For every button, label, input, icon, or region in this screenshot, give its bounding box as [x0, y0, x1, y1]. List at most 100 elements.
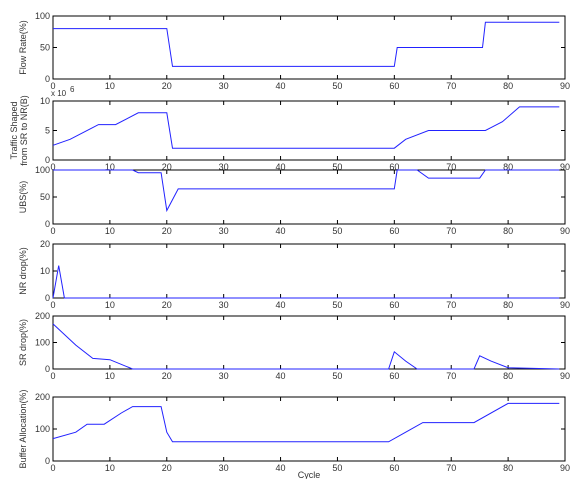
- y-tick-label: 200: [35, 311, 50, 321]
- x-tick-label: 30: [219, 226, 229, 236]
- y-tick-label: 0: [45, 155, 50, 165]
- x-tick-label: 60: [389, 300, 399, 310]
- x-axis-label: Cycle: [298, 470, 321, 479]
- x-tick-label: 60: [389, 226, 399, 236]
- y-axis-label: SR drop(%): [18, 319, 28, 366]
- series-line: [52, 402, 560, 443]
- x-tick-label: 90: [560, 371, 570, 381]
- x-tick-label: 50: [332, 371, 342, 381]
- y-tick-label: 100: [35, 338, 50, 348]
- x-tick-label: 80: [503, 463, 513, 473]
- x-tick-label: 30: [219, 371, 229, 381]
- x-tick-label: 20: [162, 300, 172, 310]
- x-tick-label: 70: [446, 226, 456, 236]
- y-axis-label: UBS(%): [18, 181, 28, 214]
- y-axis-label: Traffic Shaped: [9, 101, 19, 159]
- y-tick-label: 10: [40, 266, 50, 276]
- x-tick-label: 30: [219, 463, 229, 473]
- x-tick-label: 0: [50, 300, 55, 310]
- x-tick-label: 20: [162, 81, 172, 91]
- y-tick-label: 100: [35, 165, 50, 175]
- x-tick-label: 10: [105, 226, 115, 236]
- y-tick-label: 0: [45, 219, 50, 229]
- x-tick-label: 0: [50, 371, 55, 381]
- x-tick-label: 70: [446, 300, 456, 310]
- y-tick-label: 0: [45, 364, 50, 374]
- plot-frame: [52, 243, 566, 299]
- series-line: [52, 265, 560, 299]
- subplot-1: 0 10 20 30 40 50 60 70 80 90 0 50 100 Flow Rate(%): [18, 11, 570, 91]
- x-tick-label: 60: [389, 162, 399, 172]
- y-axis-label: Flow Rate(%): [18, 20, 28, 75]
- x-tick-label: 90: [560, 300, 570, 310]
- x-tick-label: 50: [332, 81, 342, 91]
- series-line: [52, 323, 560, 370]
- x-tick-label: 30: [219, 162, 229, 172]
- y-axis-label: NR drop(%): [18, 247, 28, 295]
- x-tick-label: 10: [105, 371, 115, 381]
- x-tick-label: 80: [503, 371, 513, 381]
- x-tick-label: 70: [446, 81, 456, 91]
- subplot-4: 0 10 20 30 40 50 60 70 80 90 0 10 20 NR drop(%): [18, 239, 570, 310]
- y-tick-label: 20: [40, 239, 50, 249]
- x-tick-label: 90: [560, 463, 570, 473]
- y-exponent-power: 6: [70, 85, 75, 94]
- y-tick-label: 5: [45, 126, 50, 136]
- x-tick-label: 70: [446, 371, 456, 381]
- y-tick-label: 100: [35, 424, 50, 434]
- x-tick-label: 80: [503, 81, 513, 91]
- x-tick-label: 60: [389, 81, 399, 91]
- y-axis-label: Buffer Allocation(%): [18, 390, 28, 469]
- x-tick-label: 40: [276, 463, 286, 473]
- x-tick-label: 90: [560, 226, 570, 236]
- x-tick-label: 40: [276, 162, 286, 172]
- x-tick-label: 40: [276, 371, 286, 381]
- subplot-5: 0 10 20 30 40 50 60 70 80 90 0 100 200 SR drop(%): [18, 311, 570, 381]
- x-tick-label: 0: [50, 81, 55, 91]
- y-tick-label: 0: [45, 74, 50, 84]
- x-tick-label: 40: [276, 81, 286, 91]
- plot-frame: [52, 315, 566, 370]
- x-tick-label: 60: [389, 371, 399, 381]
- x-tick-label: 50: [332, 300, 342, 310]
- x-tick-label: 10: [105, 300, 115, 310]
- y-axis-label: from SR to NR(B): [19, 95, 29, 166]
- x-tick-label: 70: [446, 463, 456, 473]
- x-tick-label: 80: [503, 300, 513, 310]
- x-tick-label: 30: [219, 81, 229, 91]
- y-tick-label: 0: [45, 293, 50, 303]
- x-tick-label: 20: [162, 463, 172, 473]
- x-tick-label: 60: [389, 463, 399, 473]
- subplot-6: 0 10 20 30 40 50 60 70 80 90 0 100 200 Buffer Allocat…: [18, 390, 570, 479]
- y-tick-label: 10: [40, 96, 50, 106]
- x-tick-label: 90: [560, 81, 570, 91]
- x-tick-label: 20: [162, 226, 172, 236]
- plot-frame: [52, 15, 566, 80]
- x-tick-label: 40: [276, 300, 286, 310]
- x-tick-label: 10: [105, 463, 115, 473]
- x-tick-label: 50: [332, 463, 342, 473]
- x-tick-label: 10: [105, 81, 115, 91]
- y-tick-label: 50: [40, 43, 50, 53]
- x-tick-label: 0: [50, 463, 55, 473]
- y-tick-label: 0: [45, 456, 50, 466]
- x-tick-label: 20: [162, 371, 172, 381]
- x-tick-label: 20: [162, 162, 172, 172]
- x-tick-label: 50: [332, 162, 342, 172]
- series-line: [53, 169, 560, 213]
- plot-frame: [52, 169, 566, 225]
- x-tick-label: 90: [560, 162, 570, 172]
- x-tick-label: 80: [503, 162, 513, 172]
- y-exponent-label: x 10: [51, 89, 67, 98]
- plot-frame: [52, 100, 566, 161]
- x-tick-label: 0: [50, 226, 55, 236]
- x-tick-label: 10: [105, 162, 115, 172]
- x-tick-label: 30: [219, 300, 229, 310]
- series-line: [52, 106, 560, 149]
- series-line: [53, 21, 560, 67]
- x-tick-label: 0: [50, 162, 55, 172]
- y-tick-label: 200: [35, 392, 50, 402]
- x-tick-label: 40: [276, 226, 286, 236]
